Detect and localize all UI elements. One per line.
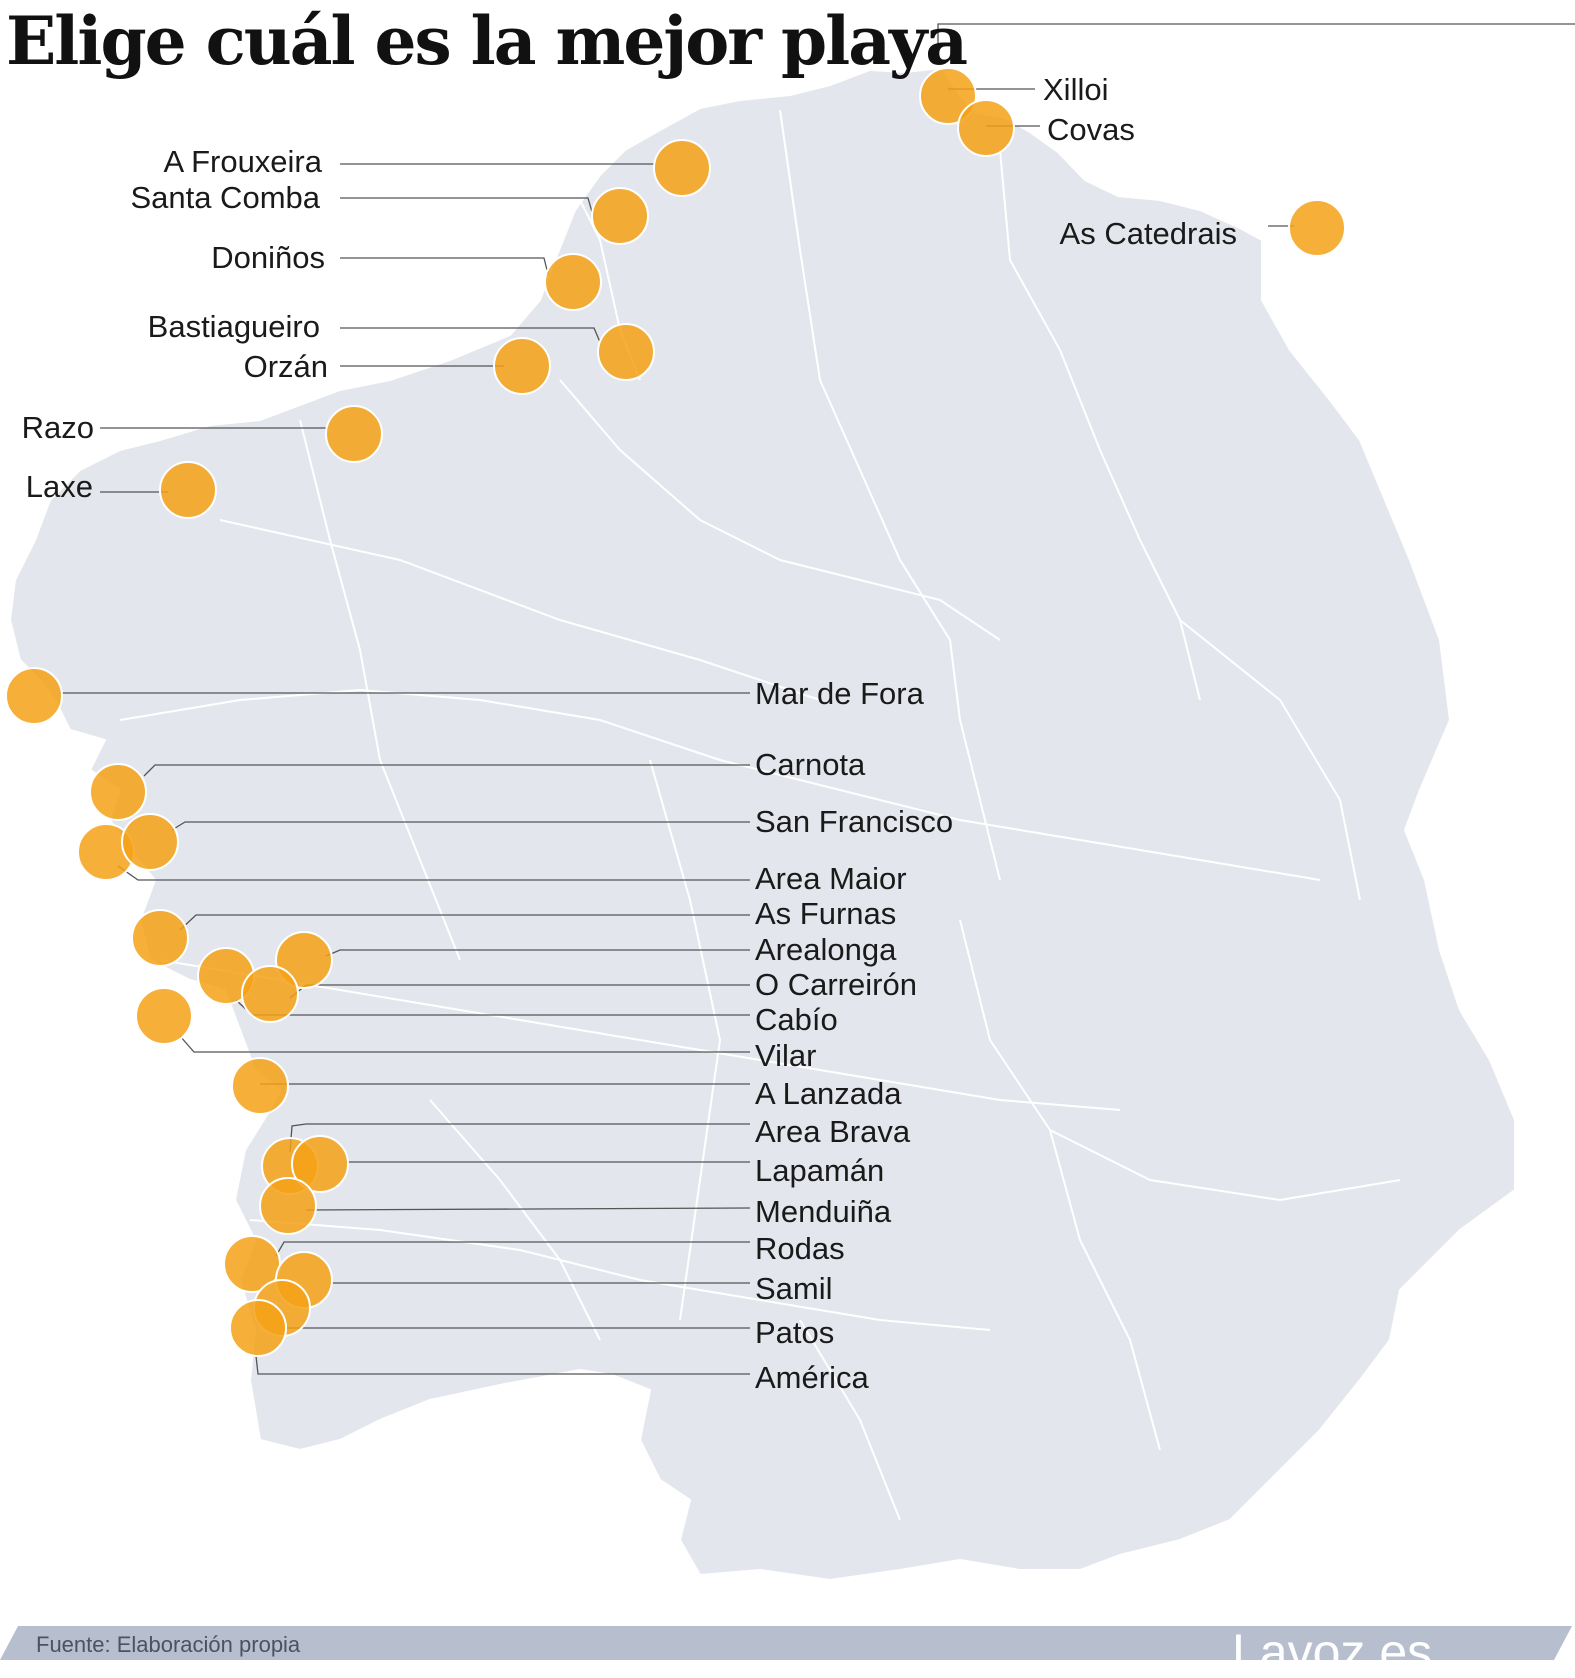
title-rule — [937, 23, 1575, 46]
label-frouxeira: A Frouxeira — [163, 144, 322, 179]
land-shape — [8, 66, 1516, 1582]
leader-rodas — [275, 1241, 750, 1257]
label-razo: Razo — [22, 410, 94, 445]
marker-bastiagueiro[interactable] — [597, 323, 655, 381]
label-vilar: Vilar — [755, 1038, 816, 1073]
marker-mardefora[interactable] — [5, 667, 63, 725]
marker-asfurnas[interactable] — [131, 909, 189, 967]
label-lapaman: Lapamán — [755, 1153, 884, 1188]
label-xilloi: Xilloi — [1043, 72, 1108, 107]
marker-carreiron[interactable] — [241, 965, 299, 1023]
label-sanfrancisco: San Francisco — [755, 804, 953, 839]
marker-razo[interactable] — [325, 405, 383, 463]
leader-sanfrancisco — [171, 821, 750, 831]
label-santacomba: Santa Comba — [130, 180, 320, 215]
label-catedrais: As Catedrais — [1060, 216, 1237, 251]
leader-bastiagueiro — [340, 327, 601, 343]
marker-doninos[interactable] — [544, 253, 602, 311]
label-areabrava: Area Brava — [755, 1114, 911, 1149]
label-samil: Samil — [755, 1271, 833, 1306]
marker-catedrais[interactable] — [1288, 199, 1346, 257]
label-asfurnas: As Furnas — [755, 896, 896, 931]
marker-laxe[interactable] — [159, 461, 217, 519]
marker-america[interactable] — [229, 1299, 287, 1357]
label-mardefora: Mar de Fora — [755, 676, 925, 711]
marker-sanfrancisco[interactable] — [121, 813, 179, 871]
page-title: Elige cuál es la mejor playa — [6, 2, 968, 80]
label-lanzada: A Lanzada — [755, 1076, 902, 1111]
leader-vilar — [179, 1035, 750, 1053]
leader-america — [255, 1355, 750, 1375]
marker-orzan[interactable] — [493, 337, 551, 395]
marker-covas[interactable] — [957, 99, 1015, 157]
label-menduina: Menduiña — [755, 1194, 892, 1229]
leader-menduina — [305, 1207, 751, 1211]
marker-lanzada[interactable] — [231, 1057, 289, 1115]
leader-doninos — [340, 257, 549, 275]
marker-xilloi[interactable] — [919, 67, 977, 125]
source-note: Fuente: Elaboración propia — [36, 1632, 301, 1657]
label-rodas: Rodas — [755, 1231, 845, 1266]
label-orzan: Orzán — [244, 349, 328, 384]
marker-menduina[interactable] — [259, 1177, 317, 1235]
label-bastiagueiro: Bastiagueiro — [148, 309, 320, 344]
leader-santacomba — [340, 197, 593, 213]
leader-carnota — [143, 764, 750, 777]
label-arealonga: Arealonga — [755, 932, 897, 967]
label-areamaior: Area Maior — [755, 861, 907, 896]
footer-bar — [0, 1626, 1572, 1660]
marker-vilar[interactable] — [135, 987, 193, 1045]
label-doninos: Doniños — [211, 240, 325, 275]
label-carnota: Carnota — [755, 747, 866, 782]
label-patos: Patos — [755, 1315, 834, 1350]
label-america: América — [755, 1360, 869, 1395]
marker-carnota[interactable] — [89, 763, 147, 821]
marker-santacomba[interactable] — [591, 187, 649, 245]
label-carreiron: O Carreirón — [755, 967, 917, 1002]
marker-frouxeira[interactable] — [653, 139, 711, 197]
label-cabio: Cabío — [755, 1002, 838, 1037]
label-covas: Covas — [1047, 112, 1135, 147]
marker-lapaman[interactable] — [291, 1135, 349, 1193]
label-laxe: Laxe — [26, 469, 93, 504]
brand-logo[interactable]: Lavoz.es — [1232, 1624, 1433, 1666]
